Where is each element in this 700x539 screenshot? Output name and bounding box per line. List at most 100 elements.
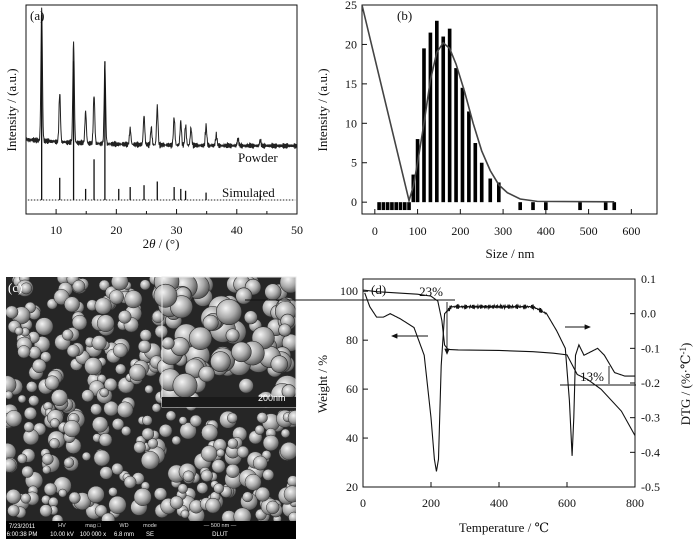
sem-particle (227, 412, 238, 424)
sem-particle (50, 389, 68, 407)
sem-inset-particle (281, 333, 296, 352)
sem-particle (141, 427, 155, 441)
sem-particle (196, 482, 209, 494)
sem-particle (142, 415, 153, 426)
sem-particle (154, 324, 168, 339)
sem-particle (26, 381, 38, 393)
dtg-line (364, 292, 635, 472)
size-bar (394, 202, 399, 211)
sem-particle (90, 403, 102, 416)
sem-particle (116, 401, 134, 418)
sem-particle (144, 384, 154, 394)
size-bar (578, 202, 582, 211)
panel-b: 0 100 200 300 400 500 600 0 5 10 15 20 25 (b) Inten… (315, 0, 658, 261)
sem-particle (81, 389, 95, 403)
sem-info-headers: HV mag □ WD mode — 500 nm — (58, 523, 237, 529)
y-tick-label-left-d: 20 (346, 480, 358, 494)
size-bar (603, 202, 608, 211)
plot-frame-a (25, 4, 298, 215)
sem-particle (171, 435, 182, 446)
sem-particle (111, 462, 124, 475)
sem-info-header: mag □ (85, 523, 101, 529)
sem-info-value: DLUT (212, 532, 228, 538)
x-axis-label-a: 2θ / (°) (143, 236, 180, 251)
sem-inset-particle (225, 328, 240, 343)
sem-inset-particle (153, 283, 178, 308)
sem-particle (283, 485, 296, 503)
size-bar (544, 202, 548, 211)
sem-particle (180, 509, 190, 519)
y-axis-label-a: Intensity / (a.u.) (4, 68, 19, 151)
sem-particle (153, 487, 168, 501)
panel-label-d: (d) (371, 282, 386, 297)
x-tick-label-d: 400 (490, 496, 508, 510)
sem-inset-footer (162, 397, 296, 407)
xrd-powder-trace (26, 7, 297, 149)
sem-particle (103, 377, 118, 392)
sem-inset-particle (161, 336, 175, 350)
sem-particle (28, 395, 40, 407)
plot-frame-b (361, 4, 658, 215)
annot-23-label: 23% (419, 284, 443, 299)
sem-particle (81, 451, 91, 461)
sem-particle (256, 412, 268, 424)
sem-particle (111, 418, 125, 431)
sem-particle (98, 432, 113, 447)
sem-particle (7, 504, 20, 517)
sem-inset-particle (202, 314, 219, 331)
y-tick-label-b: 20 (345, 37, 357, 51)
sem-particle (287, 410, 296, 426)
sem-inset-particle (264, 283, 282, 301)
weight-curve (362, 289, 636, 436)
sem-particle (211, 459, 226, 474)
sem-inset-particle (215, 298, 242, 326)
sem-particle (72, 279, 86, 293)
sem-particle (200, 445, 218, 462)
y-tick-label-b: 15 (345, 77, 357, 91)
sem-particle (227, 438, 239, 449)
sem-particle (200, 469, 213, 482)
sem-info-header: mode (143, 523, 157, 529)
sem-particle (21, 465, 34, 478)
sem-particle (189, 414, 202, 428)
size-bar (441, 36, 446, 203)
sem-particle (96, 314, 115, 333)
size-bar (381, 202, 386, 211)
x-tick-label-b: 100 (409, 224, 427, 238)
sem-particle (133, 441, 146, 454)
powder-line (26, 7, 297, 149)
panel-label-a: (a) (30, 8, 44, 23)
y-tick-label-b: 10 (345, 116, 357, 130)
sem-particle (58, 488, 67, 498)
panel-label-c: (c) (8, 280, 22, 295)
size-bar (612, 202, 617, 211)
sem-particle (236, 445, 250, 459)
size-bar (479, 162, 484, 203)
sem-particle (225, 463, 240, 478)
sem-particle (151, 403, 162, 413)
sem-particle (133, 488, 152, 506)
sem-info-value: 6:00:38 PM (7, 532, 38, 538)
sem-particle (66, 344, 80, 358)
sem-particle (139, 279, 151, 291)
x-tick-label-a: 20 (110, 223, 122, 237)
fit-line (362, 4, 615, 204)
sem-particle (121, 425, 132, 437)
sem-particle (158, 423, 173, 438)
y-tick-label-right-d: -0.5 (641, 480, 660, 494)
y-ticks-right-d: 0.1 0.0 -0.1 -0.2 -0.3 -0.4 -0.5 (630, 272, 660, 494)
sem-info-header: HV (58, 523, 66, 529)
sem-inset-particle (279, 277, 296, 294)
sem-particle (108, 495, 127, 514)
sem-particle (262, 469, 275, 481)
x-tick-label-b: 0 (372, 224, 378, 238)
y-ticks-left-d: 20 40 60 80 100 (340, 284, 368, 494)
sem-inset-particle (278, 323, 292, 337)
sem-particle (99, 387, 109, 398)
size-bar (377, 202, 381, 211)
sem-particle (262, 434, 280, 452)
y-tick-label-left-d: 60 (346, 382, 358, 396)
x-tick-label-a: 40 (231, 223, 243, 237)
sem-particle (71, 314, 88, 331)
sem-particle (6, 410, 23, 428)
